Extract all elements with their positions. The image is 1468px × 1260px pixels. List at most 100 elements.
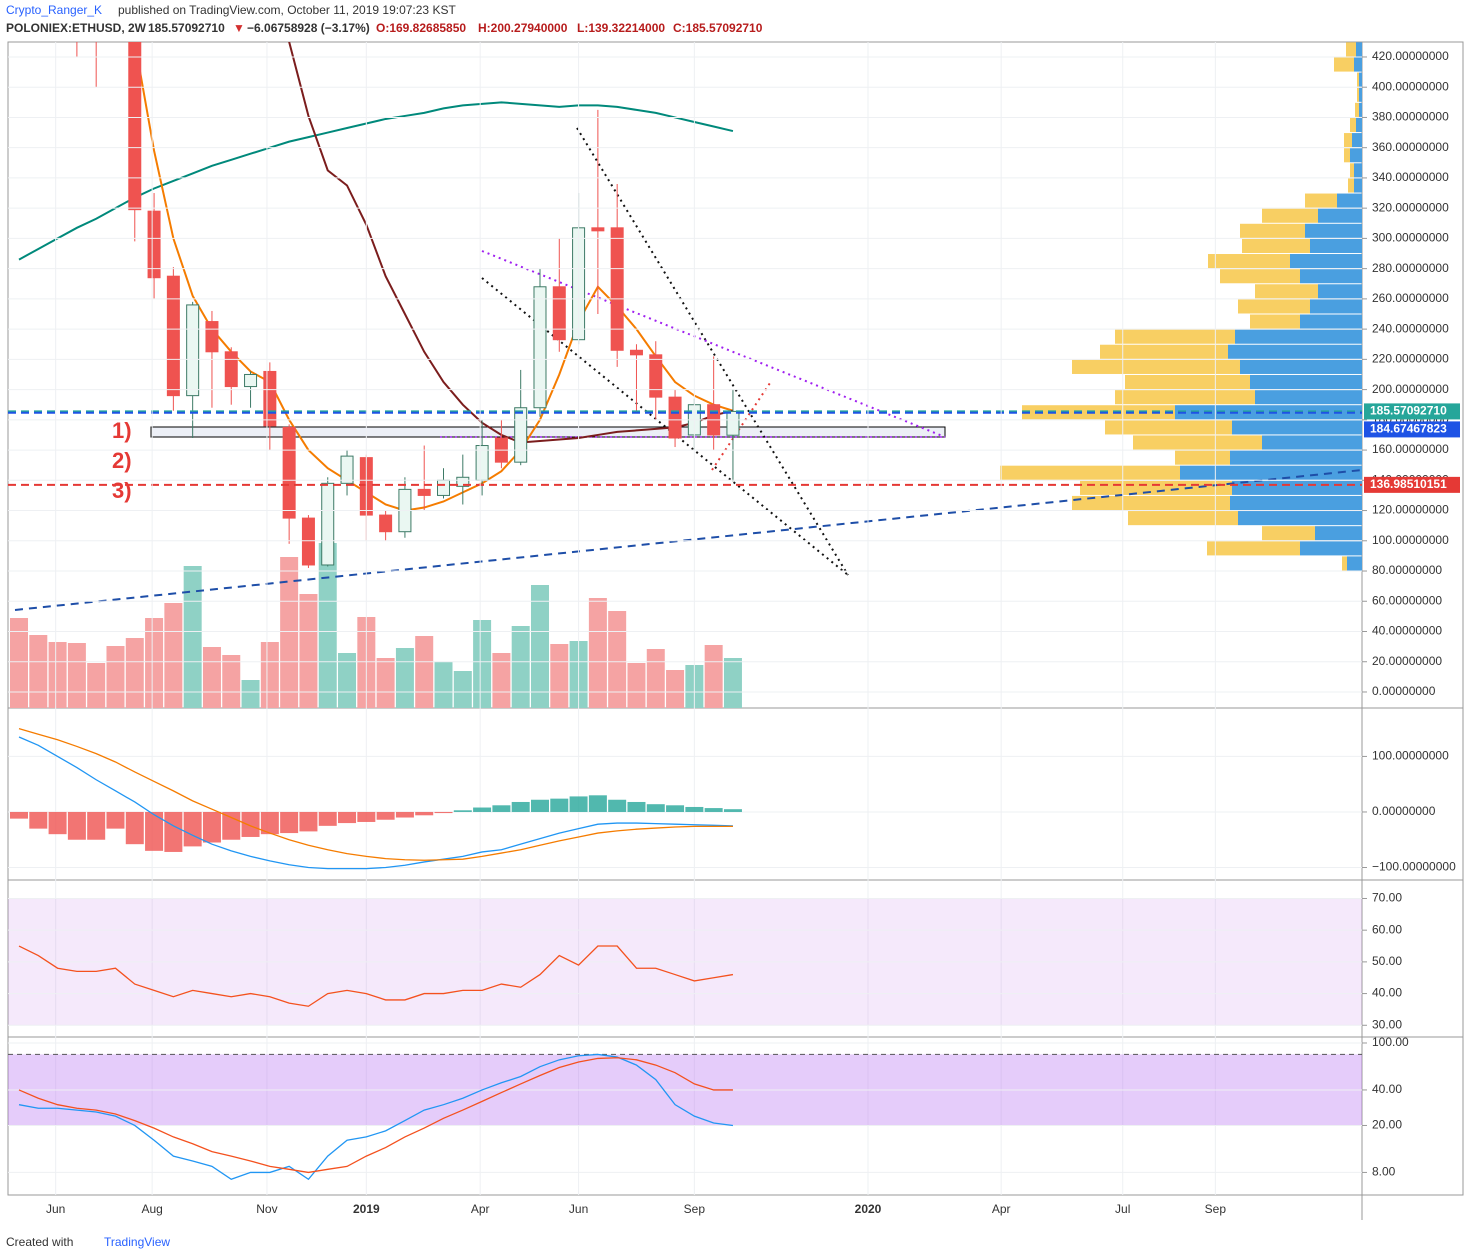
- profile-up: [1356, 42, 1362, 57]
- x-tick-label: Apr: [992, 1202, 1011, 1216]
- profile-up: [1318, 208, 1362, 223]
- price-label-box: [1364, 403, 1460, 420]
- profile-up: [1350, 148, 1362, 163]
- trend-line: [14, 469, 1362, 611]
- profile-down: [1080, 480, 1232, 495]
- y-tick-label: 40.00000000: [1372, 624, 1442, 638]
- profile-down: [1242, 238, 1310, 254]
- candle-body: [552, 286, 566, 341]
- x-tick-label: 2019: [353, 1202, 380, 1216]
- profile-up: [1352, 133, 1362, 148]
- candle-body: [301, 517, 315, 566]
- profile-up: [1240, 359, 1362, 374]
- direction: ▼: [233, 21, 245, 35]
- volume-bar: [453, 671, 472, 708]
- candle-body: [668, 396, 682, 439]
- volume-bar: [125, 638, 144, 708]
- macd-histogram: [511, 801, 530, 812]
- volume-bar: [67, 643, 86, 708]
- macd-histogram: [318, 811, 337, 826]
- profile-down: [1125, 374, 1250, 390]
- profile-down: [1022, 405, 1175, 420]
- macd-line: [18, 736, 733, 870]
- main-pane: [8, 42, 1362, 708]
- volume-bar: [723, 658, 742, 708]
- profile-up: [1359, 102, 1362, 117]
- author[interactable]: Crypto_Ranger_K: [6, 3, 102, 17]
- volume-bar: [222, 655, 241, 708]
- profile-down: [1357, 72, 1359, 87]
- candle-body: [726, 410, 740, 436]
- profile-down: [1255, 284, 1318, 299]
- candle-body: [475, 445, 489, 481]
- volume-bar: [338, 653, 357, 708]
- volume-bar: [434, 662, 453, 708]
- y-tick-label: 60.00000000: [1372, 593, 1442, 607]
- y-tick-label: 400.00000000: [1372, 79, 1449, 93]
- change: −6.06758928 (−3.17%): [247, 21, 370, 35]
- macd-histogram: [202, 811, 221, 843]
- macd-histogram: [241, 811, 260, 837]
- macd-histogram: [29, 811, 48, 829]
- y-tick-label: 40.00: [1372, 986, 1402, 1000]
- macd-histogram: [395, 811, 414, 818]
- profile-down: [1238, 299, 1310, 314]
- profile-up: [1232, 480, 1362, 495]
- macd-histogram: [9, 811, 28, 819]
- candle-body: [128, 42, 142, 211]
- price-label-box: [1364, 421, 1460, 438]
- macd-histogram: [164, 811, 183, 852]
- y-tick-label: 50.00: [1372, 954, 1402, 968]
- profile-down: [1105, 420, 1232, 435]
- macd-histogram: [376, 811, 395, 820]
- profile-up: [1347, 556, 1362, 571]
- profile-up: [1315, 526, 1362, 541]
- brand[interactable]: TradingView: [104, 1235, 170, 1249]
- x-tick-label: Sep: [1205, 1202, 1227, 1216]
- candle-body: [437, 479, 451, 496]
- price-label: 136.98510151: [1370, 477, 1447, 491]
- profile-down: [1334, 57, 1354, 72]
- x-tick-label: Jun: [569, 1202, 588, 1216]
- y-tick-label: 0.00000000: [1372, 804, 1436, 818]
- macd-histogram: [646, 804, 665, 812]
- y-tick-label: 300.00000000: [1372, 231, 1449, 245]
- y-tick-label: 70.00: [1372, 891, 1402, 905]
- profile-up: [1290, 254, 1362, 269]
- profile-up: [1300, 541, 1362, 556]
- profile-down: [1348, 178, 1354, 193]
- candle-body: [610, 227, 624, 351]
- profile-down: [1250, 314, 1300, 329]
- candle-body: [417, 488, 431, 496]
- profile-down: [1342, 556, 1347, 571]
- profile-up: [1262, 435, 1362, 450]
- profile-down: [1357, 87, 1359, 102]
- profile-up: [1235, 329, 1362, 344]
- x-tick-label: Sep: [684, 1202, 706, 1216]
- y-tick-label: 320.00000000: [1372, 200, 1449, 214]
- published: published on TradingView.com, October 11…: [118, 3, 456, 17]
- macd-histogram: [473, 807, 492, 812]
- profile-up: [1305, 223, 1362, 238]
- y-tick-label: 240.00000000: [1372, 321, 1449, 335]
- high: H:200.27940000: [478, 21, 568, 35]
- y-tick-label: 60.00: [1372, 922, 1402, 936]
- volume-bar: [48, 642, 67, 708]
- profile-down: [1100, 344, 1228, 359]
- profile-down: [1240, 223, 1305, 238]
- macd-histogram: [67, 811, 86, 840]
- y-tick-label: 120.00000000: [1372, 503, 1449, 517]
- volume-bar: [376, 658, 395, 708]
- profile-down: [1000, 465, 1180, 480]
- profile-up: [1300, 269, 1362, 284]
- annotation: 2): [112, 448, 132, 473]
- candle-body: [282, 426, 296, 519]
- y-tick-label: 0.00000000: [1372, 684, 1436, 698]
- profile-up: [1354, 163, 1362, 178]
- x-tick-label: Apr: [471, 1202, 490, 1216]
- profile-up: [1337, 193, 1362, 208]
- candle-body: [591, 227, 605, 232]
- profile-up: [1310, 238, 1362, 254]
- profile-up: [1255, 390, 1362, 405]
- profile-up: [1232, 420, 1362, 435]
